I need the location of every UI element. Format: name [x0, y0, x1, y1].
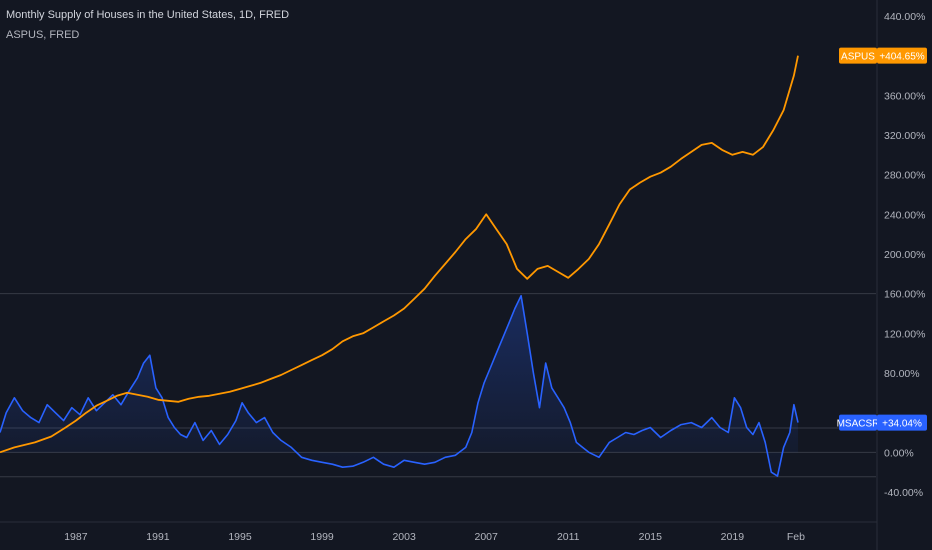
y-tick-label: 320.00%: [884, 130, 925, 142]
aspus-series-line[interactable]: [0, 55, 799, 454]
y-tick-label: 240.00%: [884, 209, 925, 221]
msacsr-area: [0, 295, 798, 477]
y-tick-label: 120.00%: [884, 328, 925, 340]
y-tick-label: 0.00%: [884, 447, 914, 459]
x-tick-label: 2015: [639, 531, 663, 543]
y-tick-label: 360.00%: [884, 90, 925, 102]
x-tick-label: 1987: [64, 531, 88, 543]
y-tick-label: 160.00%: [884, 289, 925, 301]
msacsr-badge-value-label: +34.04%: [882, 419, 922, 430]
x-tick-label: 1991: [146, 531, 170, 543]
aspus-badge-value-box: [877, 47, 927, 64]
x-tick-label: 1995: [228, 531, 252, 543]
y-tick-label: -40.00%: [884, 487, 923, 499]
msacsr-badge-name-label: MSACSR: [837, 419, 880, 430]
y-tick-label: 80.00%: [884, 368, 920, 380]
chart-title: Monthly Supply of Houses in the United S…: [6, 9, 290, 21]
x-tick-label: 2019: [721, 531, 745, 543]
x-tick-label: 2011: [557, 531, 580, 543]
y-tick-label: 440.00%: [884, 11, 925, 23]
aspus-badge-value-label: +404.65%: [879, 52, 924, 63]
x-tick-label: Feb: [787, 531, 805, 543]
aspus-badge-name-label: ASPUS: [841, 52, 875, 63]
msacsr-badge-value-box: [877, 414, 927, 431]
y-tick-label: 200.00%: [884, 249, 925, 261]
x-tick-label: 2003: [392, 531, 416, 543]
x-tick-label: 2007: [475, 531, 499, 543]
aspus-badge-name-box: [839, 47, 877, 64]
chart-subtitle: ASPUS, FRED: [6, 29, 80, 41]
msacsr-series-line[interactable]: [0, 294, 799, 477]
msacsr-badge-name-box: [839, 414, 877, 431]
x-tick-label: 1999: [310, 531, 334, 543]
y-tick-label: 280.00%: [884, 170, 925, 182]
